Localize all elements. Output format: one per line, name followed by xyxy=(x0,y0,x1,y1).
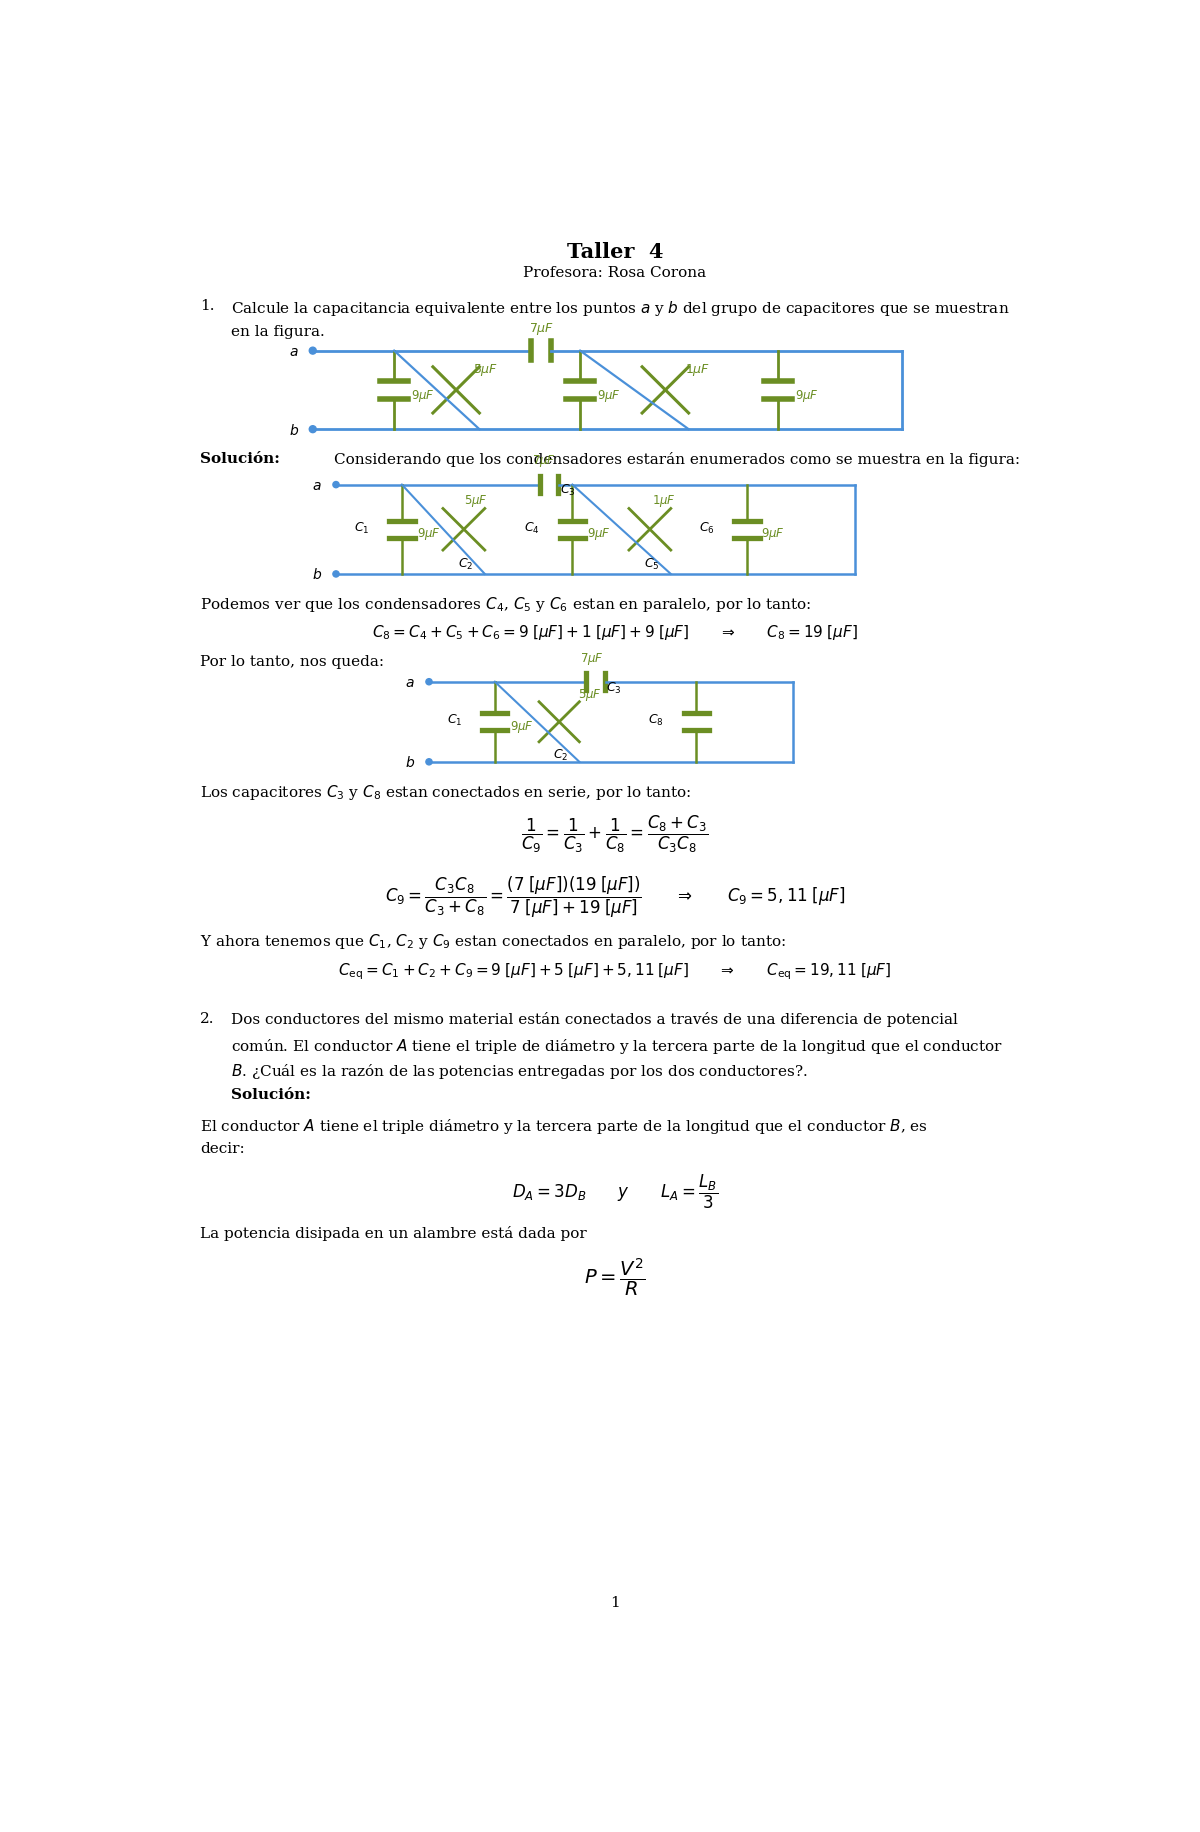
Text: $C_1$: $C_1$ xyxy=(354,520,370,535)
Text: $C_{\mathrm{eq}} = C_1 + C_2 + C_9 = 9\;[\mu F] + 5\;[\mu F] + 5,11\;[\mu F]$$\q: $C_{\mathrm{eq}} = C_1 + C_2 + C_9 = 9\;… xyxy=(338,962,892,982)
Text: decir:: decir: xyxy=(200,1141,245,1156)
Circle shape xyxy=(426,680,432,685)
Text: Profesora: Rosa Corona: Profesora: Rosa Corona xyxy=(523,266,707,280)
Text: 1: 1 xyxy=(610,1596,620,1608)
Text: Considerando que los condensadores estarán enumerados como se muestra en la figu: Considerando que los condensadores estar… xyxy=(335,451,1020,467)
Text: Taller  4: Taller 4 xyxy=(566,242,664,262)
Circle shape xyxy=(310,348,317,355)
Text: 1.: 1. xyxy=(200,299,215,313)
Text: $a$: $a$ xyxy=(406,676,415,689)
Text: La potencia disipada en un alambre está dada por: La potencia disipada en un alambre está … xyxy=(200,1226,587,1240)
Text: Por lo tanto, nos queda:: Por lo tanto, nos queda: xyxy=(200,654,384,669)
Text: $9\mu F$: $9\mu F$ xyxy=(510,718,534,735)
Text: $C_6$: $C_6$ xyxy=(698,520,714,535)
Text: $9\mu F$: $9\mu F$ xyxy=(416,526,440,542)
Text: 2.: 2. xyxy=(200,1011,215,1024)
Text: $C_8$: $C_8$ xyxy=(648,713,664,727)
Circle shape xyxy=(310,427,317,434)
Text: $5\mu F$: $5\mu F$ xyxy=(473,361,498,377)
Text: $C_2$: $C_2$ xyxy=(553,747,569,762)
Text: en la figura.: en la figura. xyxy=(232,324,325,339)
Text: Y ahora tenemos que $C_1$, $C_2$ y $C_9$ estan conectados en paralelo, por lo ta: Y ahora tenemos que $C_1$, $C_2$ y $C_9$… xyxy=(200,932,786,951)
Text: $7\mu F$: $7\mu F$ xyxy=(529,321,554,337)
Circle shape xyxy=(332,482,340,489)
Text: $9\mu F$: $9\mu F$ xyxy=(587,526,611,542)
Text: $C_2$: $C_2$ xyxy=(457,557,473,572)
Text: $P = \dfrac{V^2}{R}$: $P = \dfrac{V^2}{R}$ xyxy=(584,1255,646,1297)
Text: $1\mu F$: $1\mu F$ xyxy=(685,361,710,377)
Text: Podemos ver que los condensadores $C_4$, $C_5$ y $C_6$ estan en paralelo, por lo: Podemos ver que los condensadores $C_4$,… xyxy=(200,595,811,614)
Text: $a$: $a$ xyxy=(289,344,299,359)
Text: Solución:: Solución: xyxy=(200,451,281,465)
Text: $D_A = 3D_B \qquad y \qquad L_A = \dfrac{L_B}{3}$: $D_A = 3D_B \qquad y \qquad L_A = \dfrac… xyxy=(512,1172,718,1211)
Text: $C_5$: $C_5$ xyxy=(643,557,659,572)
Text: El conductor $A$ tiene el triple diámetro y la tercera parte de la longitud que : El conductor $A$ tiene el triple diámetr… xyxy=(200,1116,929,1136)
Text: $7\mu F$: $7\mu F$ xyxy=(580,650,604,667)
Text: $C_4$: $C_4$ xyxy=(524,520,540,535)
Text: Calcule la capacitancia equivalente entre los puntos $a$ y $b$ del grupo de capa: Calcule la capacitancia equivalente entr… xyxy=(232,299,1010,319)
Text: $b$: $b$ xyxy=(312,568,322,583)
Circle shape xyxy=(332,572,340,577)
Text: Solución:: Solución: xyxy=(232,1086,311,1101)
Text: Dos conductores del mismo material están conectados a través de una diferencia d: Dos conductores del mismo material están… xyxy=(232,1011,959,1026)
Text: $5\mu F$: $5\mu F$ xyxy=(463,493,487,509)
Text: $C_9 = \dfrac{C_3 C_8}{C_3 + C_8} = \dfrac{(7\;[\mu F])(19\;[\mu F])}{7\;[\mu F]: $C_9 = \dfrac{C_3 C_8}{C_3 + C_8} = \dfr… xyxy=(385,874,845,920)
Text: $C_3$: $C_3$ xyxy=(560,484,576,498)
Text: $B$. ¿Cuál es la razón de las potencias entregadas por los dos conductores?.: $B$. ¿Cuál es la razón de las potencias … xyxy=(232,1063,808,1081)
Text: $9\mu F$: $9\mu F$ xyxy=(598,387,622,403)
Circle shape xyxy=(426,758,432,766)
Text: $b$: $b$ xyxy=(289,423,299,438)
Text: $b$: $b$ xyxy=(404,755,415,769)
Text: común. El conductor $A$ tiene el triple de diámetro y la tercera parte de la lon: común. El conductor $A$ tiene el triple … xyxy=(232,1037,1003,1055)
Text: $9\mu F$: $9\mu F$ xyxy=(762,526,785,542)
Text: Los capacitores $C_3$ y $C_8$ estan conectados en serie, por lo tanto:: Los capacitores $C_3$ y $C_8$ estan cone… xyxy=(200,782,691,801)
Text: $C_3$: $C_3$ xyxy=(606,680,622,694)
Text: $9\mu F$: $9\mu F$ xyxy=(794,387,818,403)
Text: $\dfrac{1}{C_9} = \dfrac{1}{C_3} + \dfrac{1}{C_8} = \dfrac{C_8 + C_3}{C_3 C_8}$: $\dfrac{1}{C_9} = \dfrac{1}{C_3} + \dfra… xyxy=(521,813,709,854)
Text: $9\mu F$: $9\mu F$ xyxy=(412,387,436,403)
Text: $5\mu F$: $5\mu F$ xyxy=(578,687,602,703)
Text: $C_8 = C_4 + C_5 + C_6 = 9\;[\mu F] + 1\;[\mu F] + 9\;[\mu F]$$\qquad\Rightarrow: $C_8 = C_4 + C_5 + C_6 = 9\;[\mu F] + 1\… xyxy=(372,623,858,641)
Text: $C_1$: $C_1$ xyxy=(446,713,462,727)
Text: $7\mu F$: $7\mu F$ xyxy=(532,453,556,469)
Text: $a$: $a$ xyxy=(312,478,322,493)
Text: $1\mu F$: $1\mu F$ xyxy=(652,493,676,509)
